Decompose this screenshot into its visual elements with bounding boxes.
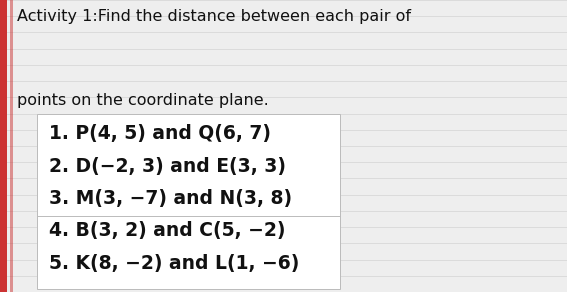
Text: 1. P(4, 5) and Q(6, 7): 1. P(4, 5) and Q(6, 7) [49,124,272,143]
Text: 2. D(−2, 3) and E(3, 3): 2. D(−2, 3) and E(3, 3) [49,157,286,175]
Text: points on the coordinate plane.: points on the coordinate plane. [17,93,269,108]
Text: 4. B(3, 2) and C(5, −2): 4. B(3, 2) and C(5, −2) [49,221,286,240]
Text: Activity 1:Find the distance between each pair of: Activity 1:Find the distance between eac… [17,9,411,24]
Bar [10,0,13,292]
Bar [37,114,340,289]
Bar [0,0,7,292]
Text: 5. K(8, −2) and L(1, −6): 5. K(8, −2) and L(1, −6) [49,254,300,273]
Text: 3. M(3, −7) and N(3, 8): 3. M(3, −7) and N(3, 8) [49,189,293,208]
